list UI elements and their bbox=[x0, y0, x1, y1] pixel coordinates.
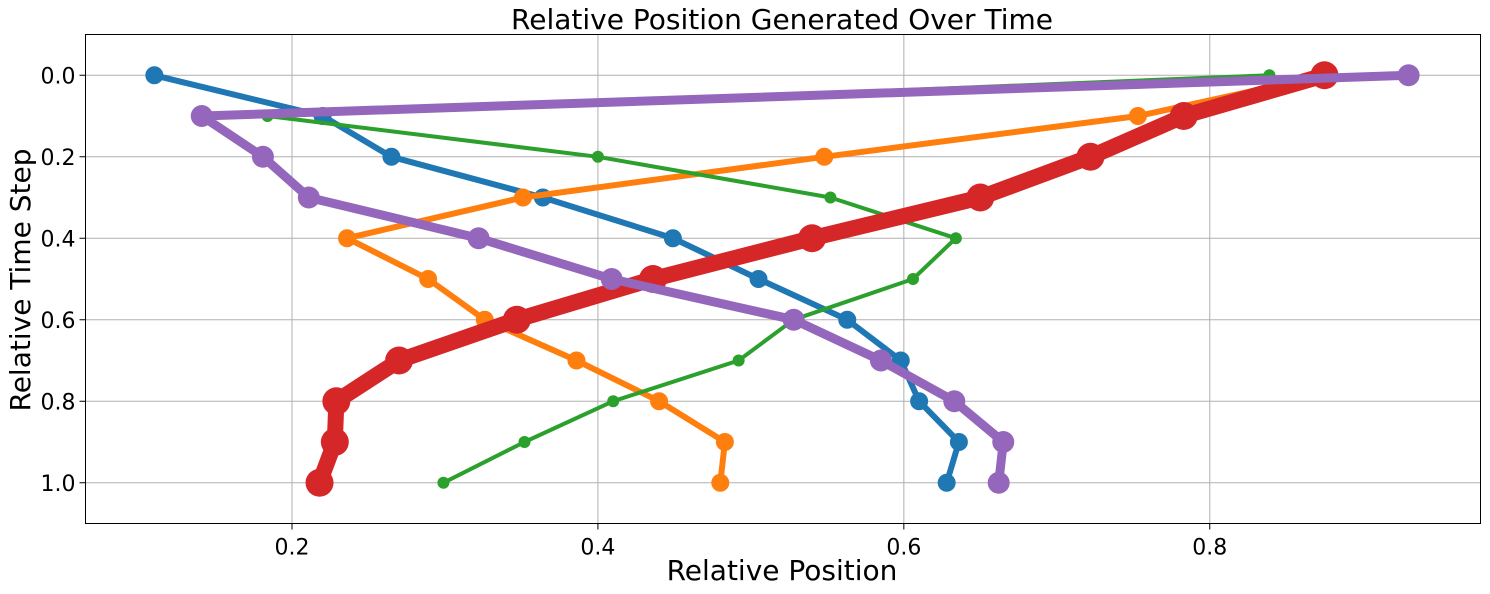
data-point bbox=[838, 310, 857, 329]
series-4 bbox=[305, 61, 1339, 497]
data-point bbox=[869, 349, 892, 372]
data-point bbox=[1076, 142, 1105, 171]
x-tick-label: 0.8 bbox=[1192, 536, 1227, 561]
data-point bbox=[591, 150, 604, 163]
data-point bbox=[607, 395, 620, 408]
data-point bbox=[949, 433, 968, 451]
data-point bbox=[949, 232, 962, 245]
data-point bbox=[782, 308, 805, 331]
data-point bbox=[305, 468, 334, 497]
series-3 bbox=[261, 69, 1276, 489]
data-point bbox=[437, 476, 450, 489]
series-line bbox=[197, 70, 1414, 488]
plot-area bbox=[145, 61, 1420, 497]
y-tick-label: 0.0 bbox=[41, 64, 76, 89]
y-tick-label: 0.4 bbox=[41, 227, 76, 252]
data-point bbox=[297, 186, 320, 209]
data-point bbox=[513, 188, 532, 207]
data-point bbox=[715, 433, 734, 451]
data-point bbox=[937, 473, 956, 492]
data-point bbox=[338, 229, 357, 248]
y-tick-label: 1.0 bbox=[41, 472, 76, 497]
y-tick-label: 0.6 bbox=[41, 309, 76, 334]
x-axis-label: Relative Position bbox=[667, 554, 898, 587]
data-point bbox=[190, 105, 213, 127]
data-point bbox=[663, 229, 682, 248]
series-line bbox=[344, 72, 1328, 486]
data-point bbox=[824, 191, 837, 204]
x-tick-label: 0.2 bbox=[274, 536, 309, 561]
data-point bbox=[910, 392, 929, 411]
data-point bbox=[798, 224, 827, 253]
data-point bbox=[1169, 102, 1198, 130]
data-point bbox=[943, 390, 966, 413]
data-point bbox=[467, 227, 490, 250]
data-point bbox=[1128, 107, 1147, 125]
data-point bbox=[992, 431, 1015, 453]
y-axis-label: Relative Time Step bbox=[4, 149, 37, 412]
y-tick-label: 0.8 bbox=[41, 390, 76, 415]
data-point bbox=[251, 145, 274, 168]
series-5 bbox=[190, 64, 1420, 494]
data-point bbox=[385, 346, 414, 375]
data-point bbox=[322, 387, 351, 416]
data-point bbox=[650, 392, 669, 411]
x-axis: 0.2 0.4 0.6 0.8 bbox=[274, 523, 1227, 561]
data-point bbox=[1397, 64, 1420, 87]
series-2 bbox=[338, 66, 1334, 492]
chart-title: Relative Position Generated Over Time bbox=[511, 3, 1053, 36]
data-point bbox=[320, 428, 349, 456]
data-point bbox=[711, 473, 730, 492]
data-point bbox=[907, 273, 920, 285]
data-point bbox=[518, 436, 531, 448]
data-point bbox=[419, 270, 438, 288]
x-tick-label: 0.6 bbox=[886, 536, 921, 561]
data-point bbox=[987, 471, 1010, 494]
data-point bbox=[815, 147, 834, 166]
x-tick-label: 0.4 bbox=[580, 536, 615, 561]
data-point bbox=[567, 351, 586, 370]
data-point bbox=[600, 268, 623, 290]
series-line bbox=[311, 67, 1333, 491]
data-point bbox=[145, 66, 164, 85]
y-tick-label: 0.2 bbox=[41, 146, 76, 171]
data-point bbox=[382, 147, 401, 166]
data-point bbox=[732, 354, 745, 367]
series-line bbox=[151, 72, 962, 486]
plot-frame bbox=[85, 34, 1481, 524]
data-point bbox=[502, 305, 531, 334]
y-axis: 0.0 0.2 0.4 0.6 0.8 1.0 bbox=[41, 64, 86, 497]
data-point bbox=[966, 183, 995, 212]
data-point bbox=[749, 270, 768, 288]
